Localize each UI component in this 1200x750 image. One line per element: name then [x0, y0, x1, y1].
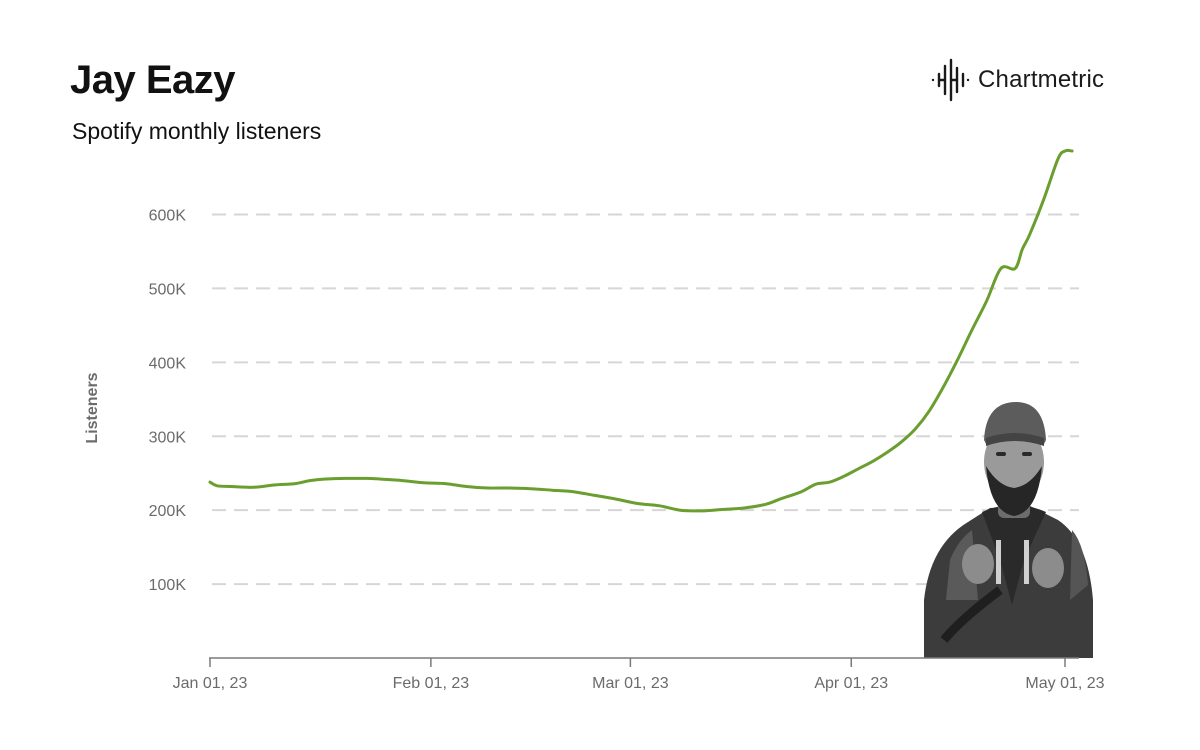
x-tick-label: Jan 01, 23	[173, 675, 248, 692]
y-tick-label: 600K	[149, 208, 187, 225]
y-tick-label: 400K	[149, 355, 187, 372]
y-tick-label: 200K	[149, 503, 187, 520]
y-axis-ticks: 100K 200K 300K 400K 500K 600K	[149, 208, 187, 595]
series-points	[209, 149, 1074, 512]
y-tick-label: 300K	[149, 429, 187, 446]
chartmetric-waveform-icon	[931, 58, 970, 102]
series-line	[208, 148, 1074, 513]
x-tick-label: Apr 01, 23	[814, 675, 888, 692]
artist-photo	[924, 402, 1093, 658]
chart-title: Jay Eazy	[70, 58, 236, 102]
gridlines	[212, 213, 1079, 586]
brand-logo: Chartmetric	[930, 58, 1104, 102]
x-tick-label: Mar 01, 23	[592, 675, 669, 692]
y-axis-title: Listeners	[84, 372, 101, 443]
x-axis-ticks: Jan 01, 23 Feb 01, 23 Mar 01, 23 Apr 01, 23…	[173, 658, 1105, 692]
x-tick-label: Feb 01, 23	[393, 675, 470, 692]
brand-name: Chartmetric	[978, 66, 1105, 93]
chart-subtitle: Spotify monthly listeners	[72, 118, 322, 144]
y-tick-label: 500K	[149, 281, 187, 298]
y-tick-label: 100K	[149, 577, 187, 594]
x-tick-label: May 01, 23	[1025, 675, 1104, 692]
